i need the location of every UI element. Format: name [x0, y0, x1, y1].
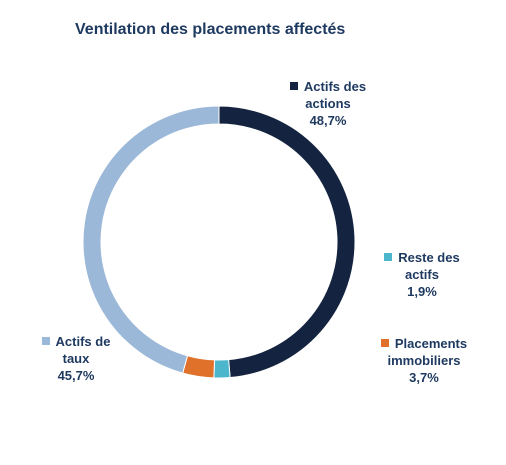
swatch-placements-immobiliers: [380, 339, 389, 347]
label-placements-immobiliers: Placements immobiliers 3,7%: [372, 335, 476, 386]
label-reste-des-actifs-line2: actifs: [405, 267, 439, 282]
label-reste-des-actifs: Reste des actifs 1,9%: [374, 249, 470, 300]
swatch-reste-des-actifs: [384, 253, 393, 261]
label-placements-immobiliers-value: 3,7%: [409, 370, 439, 385]
label-actifs-des-actions-line1: Actifs des: [303, 79, 367, 94]
label-actifs-de-taux: Actifs de taux 45,7%: [34, 333, 118, 384]
donut-slice-actifs-de-taux: [82, 105, 220, 374]
label-actifs-de-taux-line1: Actifs de: [55, 334, 111, 349]
swatch-actifs-des-actions: [289, 82, 298, 90]
label-actifs-de-taux-line2: taux: [62, 351, 90, 366]
donut-slice-placements-immobiliers: [182, 355, 216, 379]
label-actifs-des-actions-line2: actions: [305, 96, 351, 111]
chart-title: Ventilation des placements affectés: [75, 21, 346, 38]
donut-slice-reste-des-actifs: [213, 359, 231, 379]
donut-slice-actifs-des-actions: [218, 105, 356, 379]
label-actifs-des-actions: Actifs des actions 48,7%: [282, 78, 374, 129]
label-reste-des-actifs-line1: Reste des: [398, 250, 460, 265]
swatch-actifs-de-taux: [41, 337, 50, 345]
label-placements-immobiliers-line2: immobiliers: [387, 353, 461, 368]
label-actifs-des-actions-value: 48,7%: [309, 113, 347, 128]
label-actifs-de-taux-value: 45,7%: [57, 368, 95, 383]
label-reste-des-actifs-value: 1,9%: [407, 284, 437, 299]
label-placements-immobiliers-line1: Placements: [394, 336, 468, 351]
